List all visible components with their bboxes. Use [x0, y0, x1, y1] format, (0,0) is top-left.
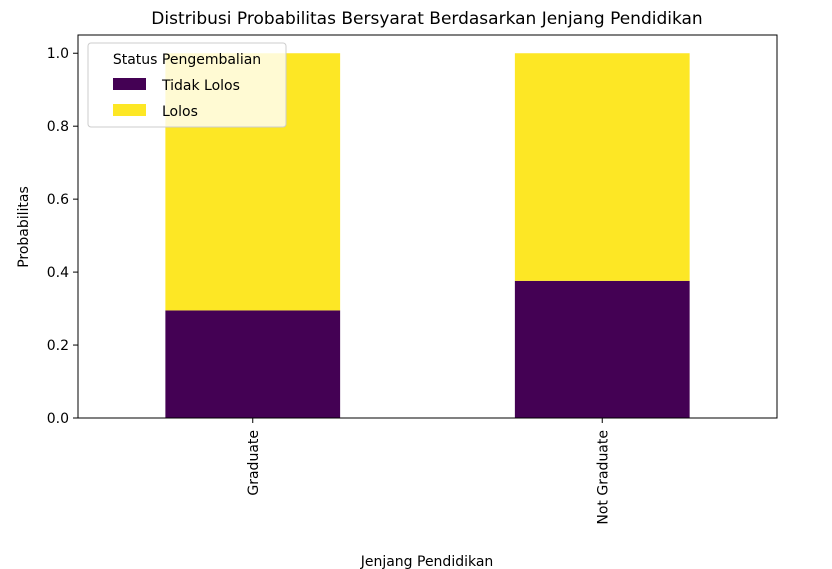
y-axis: 0.0 0.2 0.4 0.6 0.8 1.0 [47, 46, 78, 427]
bar-tidak-lolos-1 [514, 280, 690, 418]
y-tick-label-4: 0.8 [47, 119, 69, 135]
y-axis-label: Probabilitas [16, 186, 32, 268]
bar-tidak-lolos-0 [165, 310, 341, 418]
legend-title: Status Pengembalian [113, 52, 261, 68]
legend-swatch-tidak-lolos [113, 78, 146, 90]
plot-frame [77, 34, 778, 419]
bar-lolos-1 [514, 53, 690, 281]
y-tick-label-5: 1.0 [47, 46, 69, 62]
legend-label-tidak-lolos: Tidak Lolos [161, 78, 240, 94]
y-tick-label-2: 0.4 [47, 265, 69, 281]
y-tick-label-1: 0.2 [47, 338, 69, 354]
chart-title: Distribusi Probabilitas Bersyarat Berdas… [151, 9, 702, 29]
x-axis-label: Jenjang Pendidikan [360, 554, 494, 569]
x-axis: Graduate Not Graduate [246, 418, 611, 525]
legend: Status Pengembalian Tidak Lolos Lolos [87, 42, 287, 128]
legend-label-lolos: Lolos [162, 104, 198, 120]
legend-swatch-lolos [113, 104, 146, 116]
x-tick-label-1: Not Graduate [595, 430, 611, 525]
x-tick-label-0: Graduate [246, 430, 262, 496]
y-tick-label-3: 0.6 [47, 192, 69, 208]
y-tick-label-0: 0.0 [47, 411, 69, 427]
